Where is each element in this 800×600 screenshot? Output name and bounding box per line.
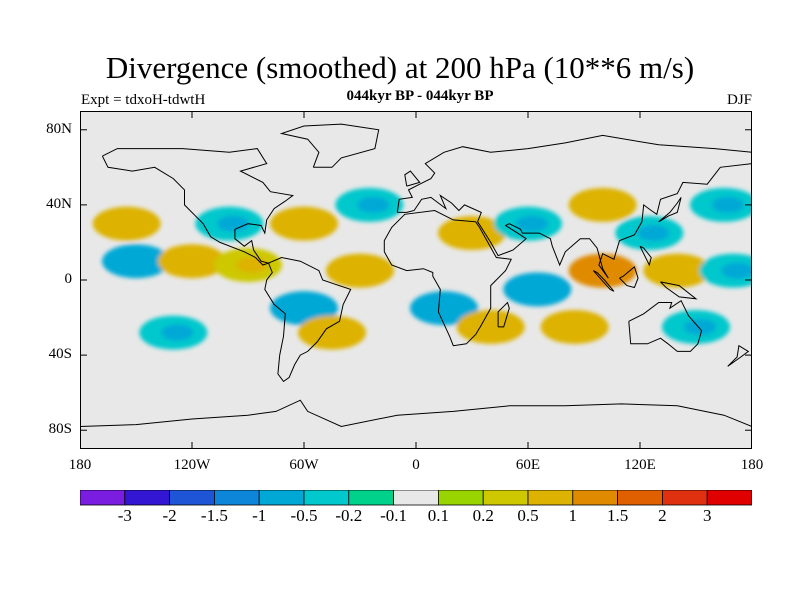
colorbar-label: -0.5 — [290, 506, 318, 525]
coastline — [264, 256, 352, 383]
colorbar-swatch — [258, 490, 305, 506]
field-core — [217, 215, 250, 232]
colorbar-label: 3 — [702, 506, 712, 525]
coastline — [658, 197, 682, 223]
colorbar-label: 0.2 — [472, 506, 494, 525]
coastlines — [80, 123, 752, 428]
field-core — [478, 318, 511, 335]
coastline — [660, 281, 698, 300]
colorbar-label: 0.5 — [517, 506, 539, 525]
colorbar-label: 1.5 — [606, 506, 629, 525]
colorbar-swatch — [527, 490, 574, 506]
coastline — [404, 170, 421, 187]
field-core — [357, 196, 390, 213]
lat-label: 40S — [48, 346, 72, 363]
field-core — [180, 253, 212, 270]
map-background — [80, 111, 752, 449]
lat-label: 40N — [46, 195, 72, 212]
colorbar-swatch — [124, 490, 170, 506]
colorbar-label: -1 — [252, 506, 267, 525]
field-core — [562, 318, 595, 335]
colorbar-swatch — [482, 490, 529, 506]
colorbar-swatch — [213, 490, 260, 506]
colorbar-label: 2 — [658, 506, 667, 525]
colorbar-label: -3 — [117, 506, 132, 525]
colorbar-label: 0.1 — [427, 506, 450, 525]
coastline — [592, 270, 615, 292]
field-core — [161, 324, 194, 341]
field-core — [665, 262, 698, 279]
lat-label: 80N — [46, 120, 72, 137]
field-core — [236, 256, 268, 273]
colorbar-label: -0.2 — [335, 506, 363, 525]
coastline — [396, 134, 752, 279]
coastline — [279, 123, 380, 168]
colorbar-label: 1 — [568, 506, 578, 525]
field-core — [292, 300, 324, 317]
field-core — [684, 318, 716, 335]
field-core — [292, 215, 324, 232]
divergence-map — [80, 111, 752, 449]
field-core — [320, 324, 352, 341]
season-label: DJF — [726, 92, 752, 108]
field-core — [124, 253, 156, 270]
divergence-field — [92, 187, 752, 350]
field-core — [460, 225, 492, 242]
field-core — [432, 300, 464, 317]
field-core — [590, 196, 623, 213]
colorbar-swatch — [617, 490, 663, 506]
colorbar — [80, 490, 752, 506]
coastline — [80, 399, 752, 428]
experiment-label: Expt = tdxoH-tdwtH — [81, 92, 206, 108]
colorbar-swatch — [393, 490, 439, 506]
coastline — [383, 209, 512, 347]
colorbar-swatch — [706, 490, 752, 506]
field-core — [637, 225, 670, 242]
field-core — [721, 262, 752, 279]
colorbar-label: -2 — [162, 506, 177, 525]
colorbar-label: -0.1 — [380, 506, 408, 525]
lon-label: 180 — [740, 457, 764, 473]
lon-label: 60E — [515, 457, 541, 473]
lon-label: 0 — [412, 457, 420, 473]
colorbar-swatch — [303, 490, 350, 506]
coastline — [497, 301, 510, 328]
coastline — [619, 266, 639, 289]
colorbar-swatch — [169, 490, 215, 506]
colorbar-swatch — [437, 490, 484, 506]
colorbar-swatch — [80, 490, 126, 506]
coastline — [101, 148, 295, 266]
coastline — [628, 299, 703, 352]
coastline — [639, 245, 652, 267]
lon-label: 120E — [624, 457, 656, 473]
chart-subtitle: 044kyr BP - 044kyr BP — [346, 88, 494, 104]
colorbar-label: -1.5 — [200, 506, 228, 525]
field-core — [516, 215, 548, 232]
field-core — [525, 281, 558, 298]
field-core — [348, 262, 380, 279]
field-core — [114, 215, 147, 232]
lat-label: 80S — [48, 421, 72, 438]
coastline — [727, 344, 750, 367]
field-core — [712, 196, 744, 213]
colorbar-swatch — [572, 490, 618, 506]
lon-label: 180 — [68, 457, 92, 473]
colorbar-swatch — [348, 490, 394, 506]
map-ticks — [80, 111, 752, 449]
lat-label: 0 — [64, 271, 73, 287]
chart-title: Divergence (smoothed) at 200 hPa (10**6 … — [105, 50, 695, 85]
colorbar-swatch — [662, 490, 708, 506]
map-frame — [80, 111, 752, 449]
lon-label: 60W — [289, 457, 319, 473]
lon-label: 120W — [173, 457, 211, 473]
